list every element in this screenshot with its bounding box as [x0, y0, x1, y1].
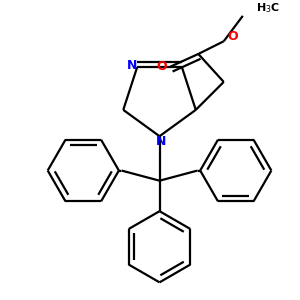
- Text: O: O: [156, 60, 167, 73]
- Text: N: N: [127, 59, 137, 73]
- Text: O: O: [227, 30, 238, 43]
- Text: N: N: [156, 135, 166, 148]
- Text: H$_3$C: H$_3$C: [256, 1, 280, 15]
